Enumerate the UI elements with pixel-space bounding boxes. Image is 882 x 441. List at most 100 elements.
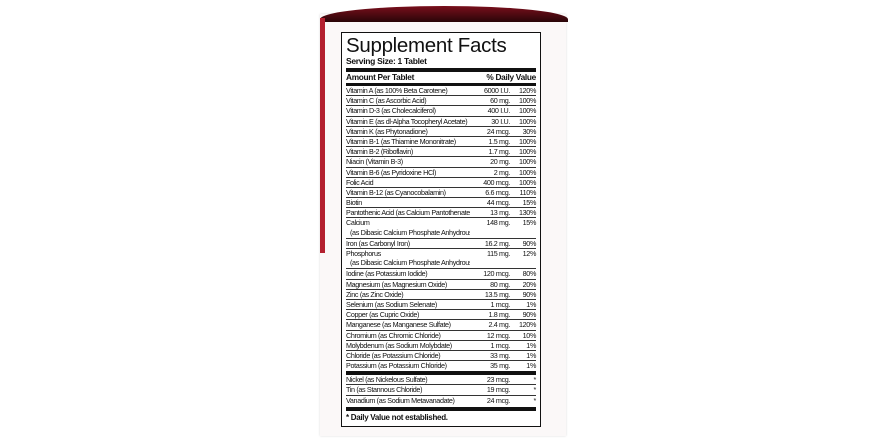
additional-nutrient-table: Nickel (as Nickelous Sulfate) 23 mcg. * Tin… (346, 375, 536, 406)
nutrient-amount: 24 mcg. (486, 126, 510, 136)
nutrient-amount: 20 mg. (490, 157, 510, 167)
table-row: Folic Acid 400 mcg. 100% (346, 178, 536, 188)
nutrient-amount: 120 mcg. (483, 269, 510, 279)
nutrient-daily-value: 100% (519, 136, 536, 146)
table-row: Vitamin K (as Phytonadione) 24 mcg. 30% (346, 127, 536, 137)
table-row: Nickel (as Nickelous Sulfate) 23 mcg. * (346, 375, 536, 386)
nutrient-daily-value: 20% (522, 279, 537, 289)
footnote: * Daily Value not established. (346, 412, 448, 422)
nutrient-name-text: Molybdenum (as Sodium Molybdate) (346, 340, 452, 350)
nutrient-daily-value: 100% (519, 147, 536, 157)
table-row: Vitamin C (as Ascorbic Acid) 60 mg. 100% (346, 96, 536, 107)
nutrient-name: Nickel (as Nickelous Sulfate) (346, 375, 470, 384)
nutrient-name-text: Copper (as Cupric Oxide) (346, 310, 420, 320)
nutrient-amount: 16.2 mg. (484, 238, 511, 248)
nutrient-amount: 33 mg. (490, 350, 510, 360)
table-row: Biotin 44 mcg. 15% (346, 198, 537, 209)
nutrient-name-text: Vitamin C (as Ascorbic Acid) (346, 96, 427, 106)
nutrient-name-text: Niacin (Vitamin B-3) (346, 157, 403, 167)
panel-title: Supplement Facts (346, 34, 507, 57)
table-row: Potassium (as Potassium Chloride) 35 mg. 1… (346, 361, 536, 371)
nutrient-name-text: Biotin (346, 198, 362, 208)
table-row: Vitamin D-3 (as Cholecalciferol) 400 I.U.… (346, 106, 536, 117)
nutrient-amount: 115 mg. (487, 249, 510, 259)
nutrient-daily-value: 90% (522, 310, 537, 320)
nutrient-amount: 400 mcg. (483, 177, 510, 187)
divider (346, 83, 536, 86)
nutrient-name: Biotin (346, 198, 470, 207)
nutrient-daily-value: 1% (526, 299, 536, 309)
nutrient-amount: 13.5 mg. (484, 289, 511, 299)
nutrient-amount: 1 mcg. (490, 340, 511, 350)
nutrient-daily-value: 100% (519, 157, 536, 167)
divider (346, 371, 536, 376)
nutrient-amount: 30 I.U. (491, 116, 510, 126)
table-row: Niacin (Vitamin B-3) 20 mg. 100% (346, 157, 536, 168)
nutrient-name: Pantothenic Acid (as Calcium Pantothenat… (346, 208, 470, 217)
nutrient-amount: 1.5 mg. (488, 136, 510, 146)
nutrient-daily-value: 1% (526, 361, 536, 371)
nutrient-name-text: Folic Acid (346, 177, 374, 187)
table-row: Vitamin A (as 100% Beta Carotene) 6000 I.… (346, 86, 536, 97)
nutrient-name: Magnesium (as Magnesium Oxide) (346, 280, 470, 289)
nutrient-daily-value: 100% (519, 167, 536, 177)
nutrient-name: Iodine (as Potassium Iodide) (346, 269, 470, 278)
nutrient-amount: 44 mcg. (486, 198, 510, 208)
table-row: Vitamin E (as dl-Alpha Tocopheryl Acetat… (346, 117, 536, 127)
amount-header: Amount Per Tablet (346, 72, 415, 82)
table-row: Manganese (as Manganese Sulfate) 2.4 mg. 1… (346, 320, 536, 331)
nutrient-daily-value: 1% (526, 350, 536, 360)
nutrient-amount: 1.7 mg. (488, 147, 510, 157)
nutrient-name: Folic Acid (346, 178, 470, 187)
nutrient-name-text: Vitamin B-6 (as Pyridoxine HCl) (346, 167, 437, 177)
nutrient-name: Chromium (as Chromic Chloride) (346, 331, 470, 340)
nutrient-daily-value: 15% (522, 218, 537, 228)
nutrient-amount: 12 mcg. (486, 330, 510, 340)
nutrient-name-text: Chloride (as Potassium Chloride) (346, 350, 441, 360)
nutrient-name: Tin (as Stannous Chloride) (346, 385, 470, 394)
nutrient-name: Molybdenum (as Sodium Molybdate) (346, 341, 470, 350)
nutrient-amount: 400 I.U. (487, 106, 511, 116)
nutrient-daily-value: 120% (519, 320, 536, 330)
nutrient-name: Phosphorus (as Dibasic Calcium Phosphate … (346, 249, 470, 268)
nutrient-amount: 1 mcg. (490, 299, 511, 309)
nutrient-daily-value: 100% (519, 116, 536, 126)
nutrient-name-text: Tin (as Stannous Chloride) (346, 385, 423, 395)
nutrient-daily-value: * (533, 385, 537, 395)
nutrient-name-text: Magnesium (as Magnesium Oxide) (346, 279, 447, 289)
table-row: Pantothenic Acid (as Calcium Pantothenat… (346, 208, 536, 219)
nutrient-amount: 1.8 mg. (488, 310, 510, 320)
nutrient-amount: 60 mg. (490, 96, 510, 106)
nutrient-daily-value: 15% (522, 198, 537, 208)
nutrient-name-text: Vitamin D-3 (as Cholecalciferol) (346, 106, 436, 116)
nutrient-name-text: Vitamin B-1 (as Thiamine Mononitrate) (346, 136, 456, 146)
table-row: Vitamin B-6 (as Pyridoxine HCl) 2 mg. 100% (346, 168, 536, 178)
nutrient-daily-value: 10% (522, 330, 537, 340)
table-row: Phosphorus (as Dibasic Calcium Phosphate … (346, 249, 537, 270)
column-header: Amount Per Tablet % Daily Value (346, 72, 536, 83)
table-row: Chromium (as Chromic Chloride) 12 mcg. 10% (346, 331, 536, 341)
table-row: Vanadium (as Sodium Metavanadate) 24 mcg.… (346, 396, 536, 406)
nutrient-name: Copper (as Cupric Oxide) (346, 310, 470, 319)
nutrient-daily-value: 30% (522, 126, 537, 136)
nutrient-name-text: Vitamin E (as dl-Alpha Tocopheryl Acetat… (346, 116, 468, 126)
nutrient-name: Potassium (as Potassium Chloride) (346, 361, 470, 371)
nutrient-name-text: Vanadium (as Sodium Metavanadate) (346, 395, 455, 405)
nutrient-name: Zinc (as Zinc Oxide) (346, 290, 470, 299)
nutrient-amount: 35 mg. (490, 361, 510, 371)
nutrient-name: Vitamin K (as Phytonadione) (346, 127, 470, 136)
nutrient-name: Vitamin B-1 (as Thiamine Mononitrate) (346, 137, 470, 146)
table-row: Magnesium (as Magnesium Oxide) 80 mg. 20% (346, 280, 536, 290)
table-row: Iron (as Carbonyl Iron) 16.2 mg. 90% (346, 238, 536, 250)
nutrient-name-text: Iron (as Carbonyl Iron) (346, 238, 410, 248)
nutrient-name-text: Selenium (as Sodium Selenate) (346, 299, 437, 309)
nutrient-daily-value: 110% (519, 187, 537, 197)
nutrient-daily-value: 12% (522, 249, 537, 259)
table-row: Molybdenum (as Sodium Molybdate) 1 mcg. 1% (346, 341, 536, 351)
nutrient-name: Manganese (as Manganese Sulfate) (346, 320, 470, 329)
nutrient-name-text: Chromium (as Chromic Chloride) (346, 330, 441, 340)
nutrient-name: Vitamin A (as 100% Beta Carotene) (346, 86, 470, 95)
table-row: Calcium (as Dibasic Calcium Phosphate Anh… (346, 218, 537, 239)
nutrient-daily-value: * (533, 395, 537, 405)
divider (346, 406, 536, 411)
